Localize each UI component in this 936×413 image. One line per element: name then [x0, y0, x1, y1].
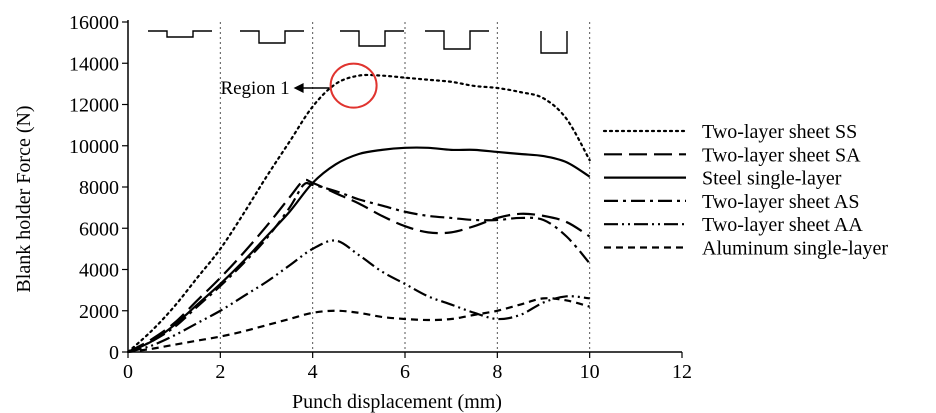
- y-tick-label: 14000: [69, 53, 119, 75]
- legend-label-3: Steel single-layer: [702, 168, 842, 190]
- punch-profile-icon: [425, 30, 489, 50]
- series-layer: [126, 73, 591, 354]
- x-tick-label: 4: [308, 361, 318, 383]
- legend-label-6: Aluminum single-layer: [702, 238, 888, 260]
- y-tick-label: 10000: [69, 136, 119, 158]
- y-tick-label: 6000: [79, 218, 119, 240]
- legend-label-5: Two-layer sheet AA: [702, 214, 863, 236]
- x-tick-label: 0: [123, 361, 133, 383]
- y-tick-label: 4000: [79, 260, 119, 282]
- region-1-circle: [329, 62, 378, 109]
- y-tick-label: 8000: [79, 177, 119, 199]
- annotation: Region 1: [220, 62, 378, 109]
- legend-label-4: Two-layer sheet AS: [702, 191, 859, 213]
- x-tick-label: 8: [492, 361, 502, 383]
- x-tick-label: 10: [580, 361, 600, 383]
- y-tick-label: 12000: [69, 95, 119, 117]
- y-tick-label: 0: [109, 342, 119, 364]
- grid-lines: [219, 22, 591, 352]
- legend-label-2: Two-layer sheet SA: [702, 144, 861, 166]
- series-line-1: [126, 73, 591, 354]
- series-line-2: [127, 178, 591, 353]
- series-line-5: [127, 239, 590, 354]
- series-line-4: [127, 181, 591, 354]
- y-tick-label: 16000: [69, 12, 119, 34]
- punch-profile-icon: [148, 30, 212, 38]
- series-line-3: [127, 146, 591, 354]
- x-tick-label: 2: [215, 361, 225, 383]
- x-ticks: 0 2 4 6 8 10 12: [123, 352, 692, 383]
- region-1-arrowhead: [293, 83, 304, 93]
- y-ticks: 0 2000 4000 6000 8000 10000 12000 14000 16000: [69, 12, 128, 364]
- y-axis-title: Blank holder Force (N): [13, 105, 35, 292]
- punch-profile-icon: [340, 30, 404, 47]
- x-tick-label: 6: [400, 361, 410, 383]
- x-tick-label: 12: [672, 361, 692, 383]
- region-1-label: Region 1: [220, 78, 289, 99]
- punch-profile-icons: [148, 30, 568, 54]
- punch-profile-icon: [240, 30, 304, 44]
- legend-label-1: Two-layer sheet SS: [702, 121, 857, 143]
- series-line-6: [127, 297, 590, 354]
- punch-profile-icon: [540, 31, 568, 54]
- y-tick-label: 2000: [79, 301, 119, 323]
- x-axis-title: Punch displacement (mm): [292, 391, 502, 413]
